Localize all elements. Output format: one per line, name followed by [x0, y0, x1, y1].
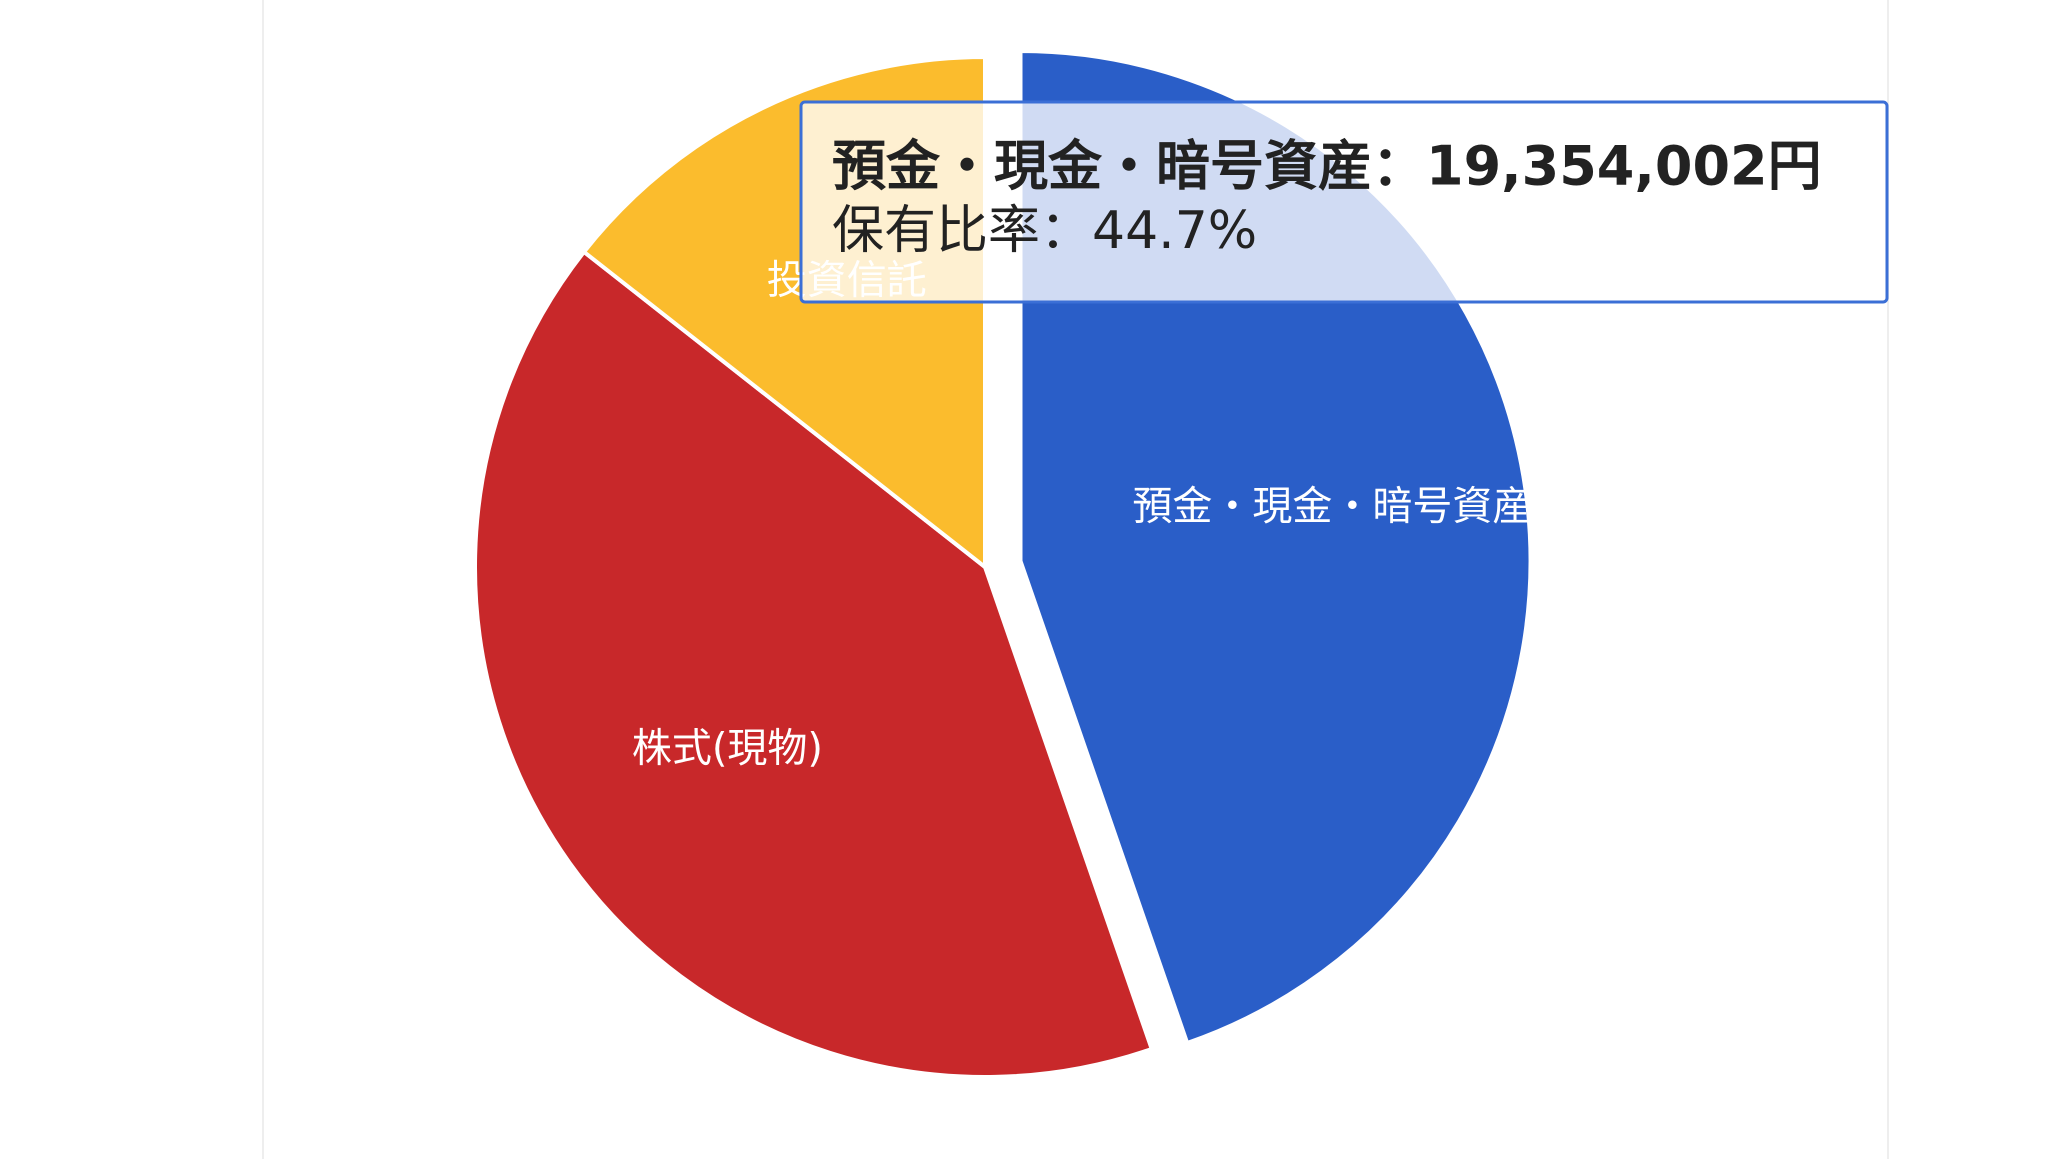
- slice-label: 預金・現金・暗号資産: [1132, 484, 1532, 530]
- slice-label: 株式(現物): [632, 725, 823, 771]
- tooltip: 預金・現金・暗号資産：19,354,002円 保有比率：44.7%: [799, 100, 1889, 304]
- tooltip-ratio: 保有比率：44.7%: [832, 201, 1257, 261]
- tooltip-box: [799, 100, 1889, 304]
- tooltip-title: 預金・現金・暗号資産：19,354,002円: [832, 135, 1822, 198]
- pie-slice: [473, 249, 1155, 1079]
